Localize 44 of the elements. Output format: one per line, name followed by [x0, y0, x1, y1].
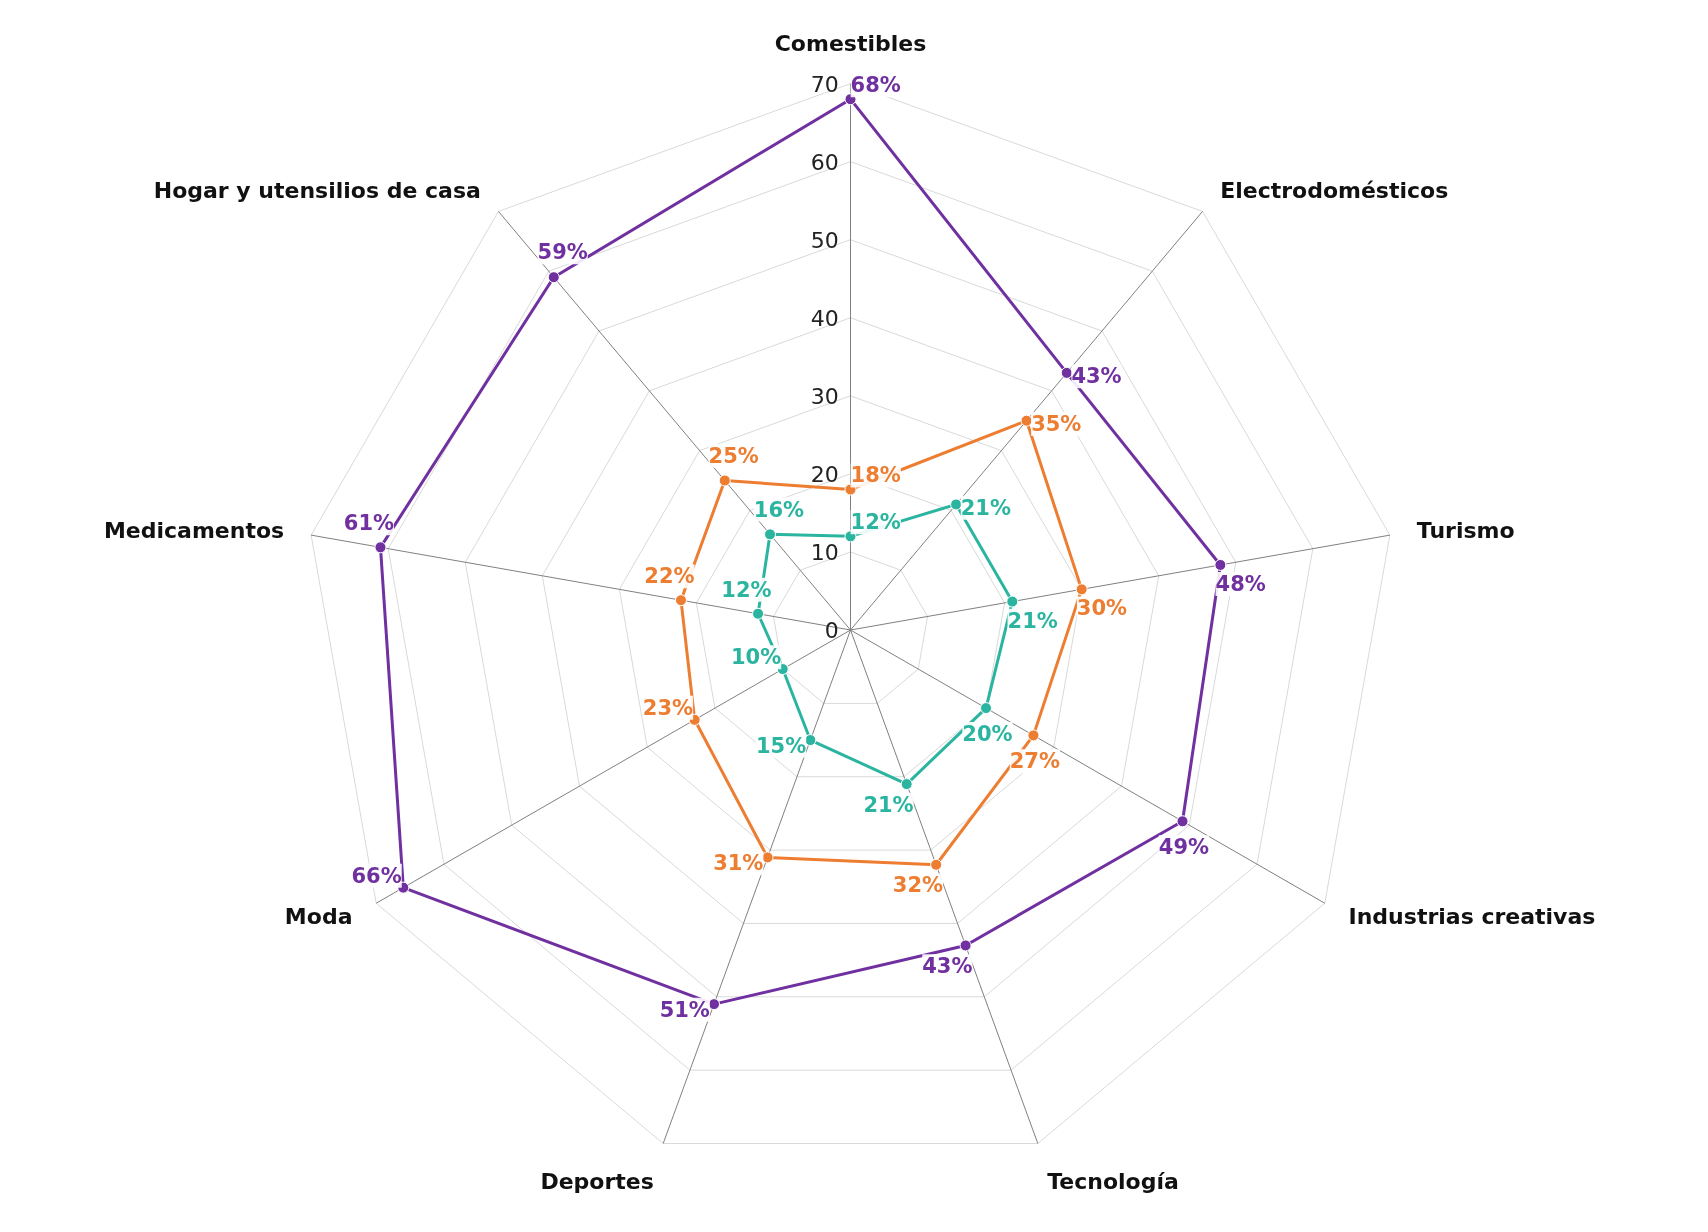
data-label: 10% [730, 645, 782, 670]
data-label: 16% [753, 497, 805, 522]
data-label: 32% [892, 873, 944, 898]
spoke-label: Deportes [540, 1169, 654, 1195]
data-label: 59% [537, 240, 588, 265]
y-tick-label: 30 [810, 383, 839, 409]
data-label: 20% [962, 722, 1013, 747]
data-label: 35% [1031, 412, 1082, 437]
y-tick-label: 0 [824, 618, 839, 644]
data-label: 31% [713, 851, 764, 876]
data-label: 68% [850, 73, 901, 98]
data-label: 22% [644, 564, 695, 589]
data-label: 15% [755, 733, 807, 758]
y-tick-label: 50 [810, 227, 839, 253]
data-label: 21% [960, 495, 1011, 520]
data-label: 27% [1009, 749, 1060, 774]
data-label: 43% [922, 954, 973, 979]
data-label: 21% [863, 792, 914, 817]
data-label: 61% [343, 511, 395, 536]
data-label: 23% [642, 695, 694, 720]
spoke-label: Medicamentos [103, 517, 285, 543]
data-label: 12% [721, 577, 772, 602]
data-label: 49% [1158, 835, 1210, 860]
data-label: 18% [850, 463, 901, 488]
data-label: 48% [1215, 572, 1266, 597]
spoke-label: Electrodomésticos [1220, 177, 1449, 203]
data-label: 51% [659, 997, 710, 1022]
data-label: 25% [708, 443, 759, 468]
data-label: 43% [1071, 364, 1122, 389]
data-label: 21% [1007, 608, 1058, 633]
y-tick-label: 70 [810, 71, 839, 97]
spoke-label: Comestibles [774, 31, 927, 57]
data-label: 66% [351, 863, 402, 888]
y-tick-label: 10 [810, 539, 839, 565]
y-tick-label: 40 [810, 305, 839, 331]
data-label: 30% [1076, 596, 1128, 621]
spoke-label: Industrias creativas [1348, 904, 1596, 930]
data-label: 12% [850, 510, 901, 535]
spoke-label: Hogar y utensilios de casa [153, 177, 481, 203]
spoke-label: Turismo [1416, 517, 1515, 543]
y-tick-label: 20 [810, 461, 839, 487]
spoke-label: Moda [284, 904, 353, 930]
spoke-label: Tecnología [1047, 1169, 1179, 1195]
y-tick-label: 60 [810, 149, 839, 175]
